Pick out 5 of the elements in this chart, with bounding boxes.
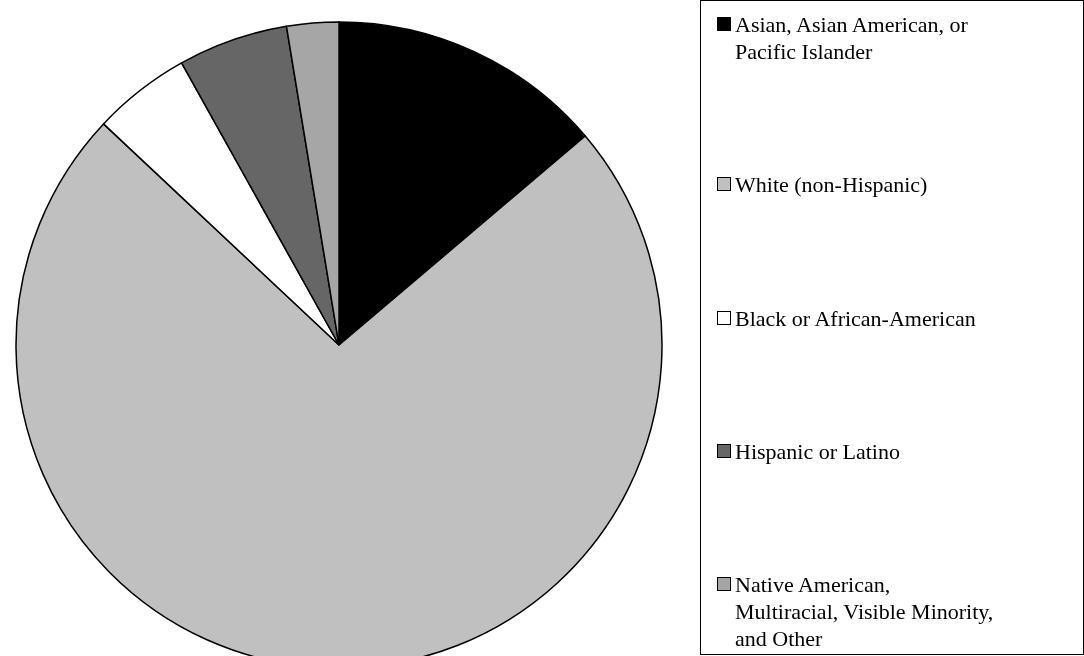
legend-label: Native American, Multiracial, Visible Minority, and Other — [735, 571, 995, 652]
legend-label: Hispanic or Latino — [735, 437, 901, 465]
legend-label: Asian, Asian American, or Pacific Islander — [735, 11, 969, 65]
legend-label: White (non-Hispanic) — [735, 171, 929, 199]
legend-label: Black or African-American — [735, 304, 977, 332]
